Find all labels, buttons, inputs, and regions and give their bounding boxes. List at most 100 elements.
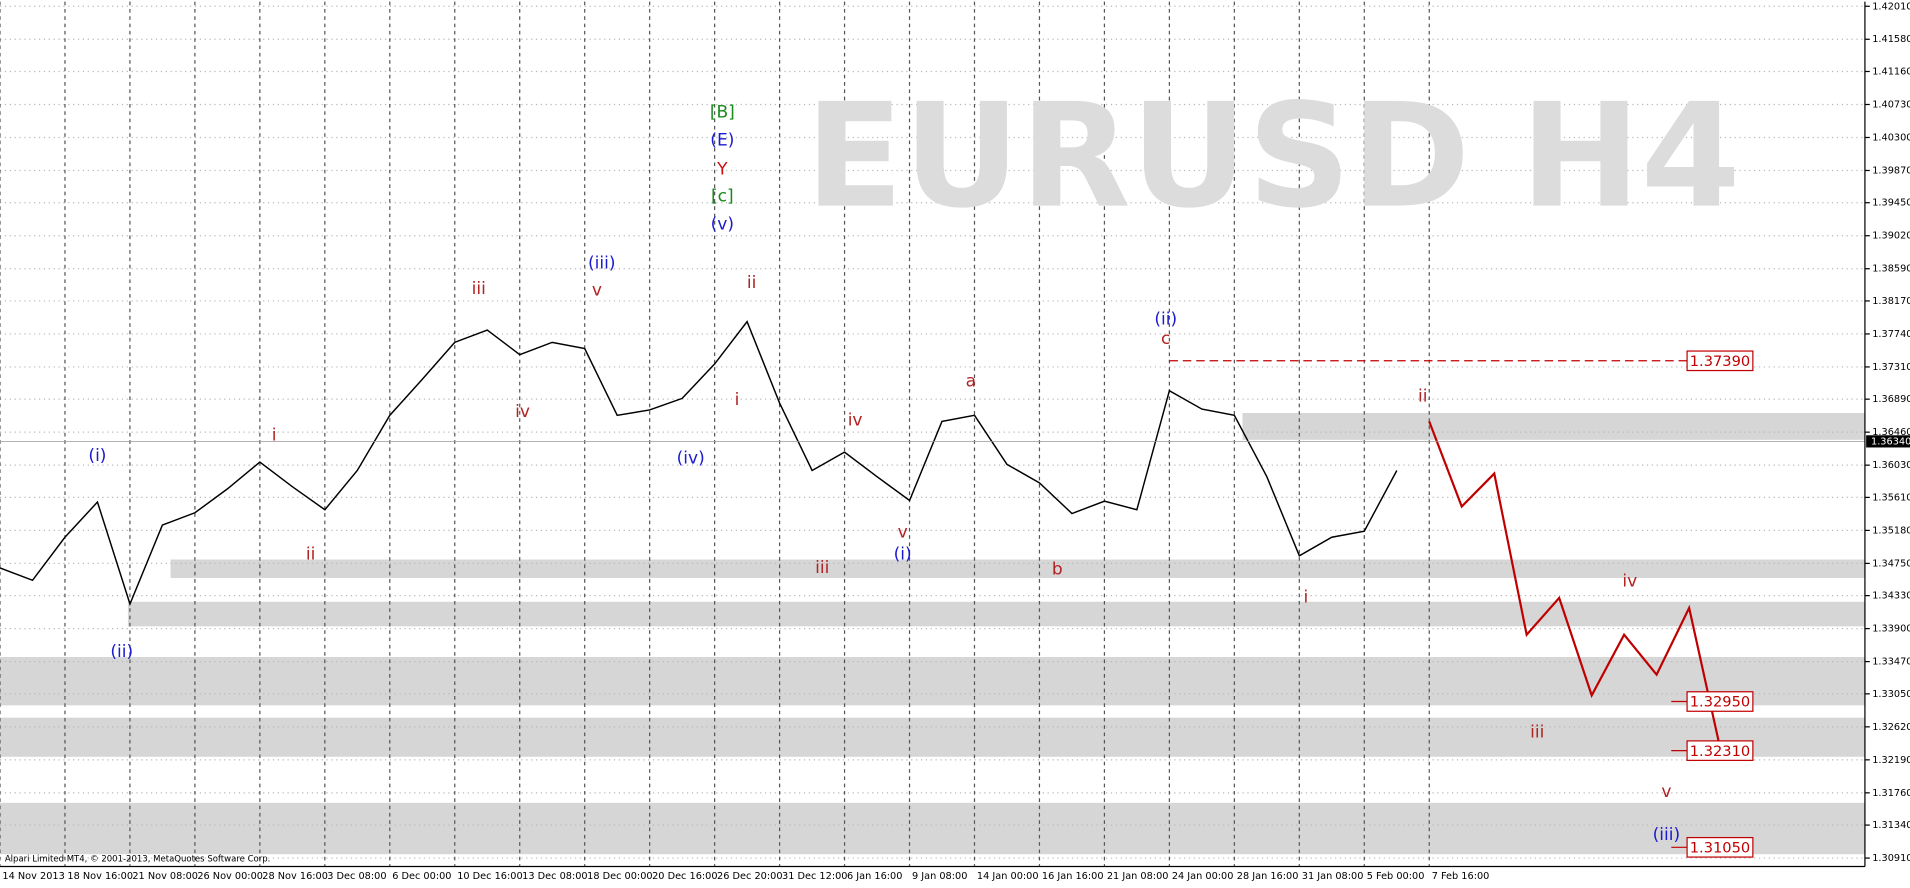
wave-label: (E) xyxy=(710,131,734,151)
y-tick-label: 1.39450 xyxy=(1872,198,1910,209)
level-box xyxy=(1686,740,1754,761)
wave-label: v xyxy=(592,280,602,300)
x-tick-label: 26 Nov 00:00 xyxy=(197,871,263,882)
support-zone xyxy=(127,601,1865,627)
y-tick-label: 1.33900 xyxy=(1872,624,1910,635)
current-price-label: 1.36340 xyxy=(1871,436,1910,447)
wave-label: iii xyxy=(815,558,829,578)
y-tick-label: 1.34750 xyxy=(1872,558,1910,569)
wave-label: (iii) xyxy=(588,254,616,274)
y-tick-label: 1.33470 xyxy=(1872,657,1910,668)
wave-label: ii xyxy=(747,273,756,293)
y-tick-label: 1.32620 xyxy=(1872,722,1910,733)
support-zone xyxy=(170,559,1865,578)
wave-label: Y xyxy=(716,160,728,180)
y-tick-label: 1.39870 xyxy=(1872,165,1910,176)
wave-label: i xyxy=(272,425,277,445)
level-box xyxy=(1686,836,1754,858)
support-zone xyxy=(0,657,1865,706)
wave-label: v xyxy=(898,523,908,543)
zones xyxy=(0,412,1865,855)
level-label: 1.32950 xyxy=(1690,694,1750,711)
x-tick-label: 24 Jan 00:00 xyxy=(1172,871,1234,882)
y-tick-label: 1.34330 xyxy=(1872,591,1910,602)
y-tick-label: 1.38590 xyxy=(1872,264,1910,275)
y-tick-label: 1.35180 xyxy=(1872,525,1910,536)
level-box xyxy=(1686,691,1754,712)
x-tick-label: 14 Nov 2013 xyxy=(2,871,64,882)
y-tick-label: 1.31760 xyxy=(1872,788,1910,799)
wave-label: (ii) xyxy=(110,642,133,662)
y-tick-label: 1.38170 xyxy=(1872,296,1910,307)
x-tick-label: 13 Dec 08:00 xyxy=(522,871,587,882)
level-box xyxy=(1686,350,1754,372)
wave-label: iv xyxy=(1622,571,1637,591)
y-tick-label: 1.36460 xyxy=(1872,427,1910,438)
wave-label: (v) xyxy=(711,215,734,235)
wave-label: (ii) xyxy=(1154,310,1177,330)
support-zone xyxy=(0,717,1865,757)
level-label: 1.32310 xyxy=(1690,743,1750,760)
y-tick-label: 1.32190 xyxy=(1872,755,1910,766)
wave-label: i xyxy=(1303,587,1308,607)
x-tick-label: 28 Jan 16:00 xyxy=(1237,871,1299,882)
x-tick-label: 31 Jan 08:00 xyxy=(1302,871,1364,882)
wave-label: i xyxy=(735,390,740,410)
x-tick-label: 21 Jan 08:00 xyxy=(1107,871,1169,882)
x-tick-label: 18 Nov 16:00 xyxy=(67,871,133,882)
level-label: 1.31050 xyxy=(1690,840,1750,857)
wave-label: (iv) xyxy=(677,448,705,468)
wave-label: (i) xyxy=(894,545,912,565)
wave-label: (i) xyxy=(88,446,106,466)
plot: 1.37390 1.32950 1.32310 1.31050 1.36340 (i) (i… xyxy=(0,103,1910,858)
wave-label: b xyxy=(1052,559,1063,579)
grid xyxy=(0,1,1870,867)
support-zone xyxy=(1242,412,1865,440)
y-tick-label: 1.40730 xyxy=(1872,99,1910,110)
x-tick-label: 5 Feb 00:00 xyxy=(1367,871,1425,882)
current-price-box xyxy=(1866,435,1910,448)
x-tick-label: 20 Dec 16:00 xyxy=(652,871,717,882)
wave-label: iii xyxy=(472,279,486,299)
wave-label: ii xyxy=(1418,386,1427,406)
y-tick-label: 1.36890 xyxy=(1872,394,1910,405)
y-tick-label: 1.30910 xyxy=(1872,853,1910,864)
x-tick-label: 31 Dec 12:00 xyxy=(782,871,847,882)
x-tick-label: 18 Dec 00:00 xyxy=(587,871,652,882)
y-tick-label: 1.36030 xyxy=(1872,460,1910,471)
y-tick-label: 1.37740 xyxy=(1872,329,1910,340)
x-tick-label: 16 Jan 16:00 xyxy=(1042,871,1104,882)
y-tick-label: 1.41160 xyxy=(1872,66,1910,77)
watermark: EURUSD H4 xyxy=(805,73,1740,240)
x-tick-label: 6 Dec 00:00 xyxy=(392,871,451,882)
wave-label: c xyxy=(1161,329,1170,349)
wave-label: ii xyxy=(306,545,315,565)
level-label: 1.37390 xyxy=(1690,353,1750,370)
x-tick-label: 28 Nov 16:00 xyxy=(262,871,328,882)
wave-label: [B] xyxy=(710,103,735,123)
x-tick-label: 3 Dec 08:00 xyxy=(327,871,386,882)
footer: Alpari Limited MT4, © 2001-2013, MetaQuo… xyxy=(5,855,270,865)
y-tick-label: 1.33050 xyxy=(1872,689,1910,700)
y-tick-label: 1.39020 xyxy=(1872,231,1910,242)
wave-label: iii xyxy=(1530,723,1544,743)
y-tick-label: 1.37310 xyxy=(1872,362,1910,373)
wave-label: v xyxy=(1661,782,1671,802)
wave-label: iv xyxy=(848,411,863,431)
y-tick-label: 1.40300 xyxy=(1872,132,1910,143)
series-line xyxy=(0,320,1398,607)
wave-label: [c] xyxy=(711,187,734,207)
wave-label: iv xyxy=(515,402,530,422)
x-tick-label: 6 Jan 16:00 xyxy=(847,871,902,882)
support-zone xyxy=(0,802,1865,855)
y-tick-label: 1.41580 xyxy=(1872,34,1910,45)
x-tick-label: 9 Jan 08:00 xyxy=(912,871,967,882)
y-tick-label: 1.35610 xyxy=(1872,492,1910,503)
x-tick-label: 10 Dec 16:00 xyxy=(457,871,522,882)
x-tick-label: 14 Jan 00:00 xyxy=(977,871,1039,882)
x-tick-label: 7 Feb 16:00 xyxy=(1432,871,1490,882)
x-tick-label: 21 Nov 08:00 xyxy=(132,871,198,882)
series-line xyxy=(1428,421,1723,755)
